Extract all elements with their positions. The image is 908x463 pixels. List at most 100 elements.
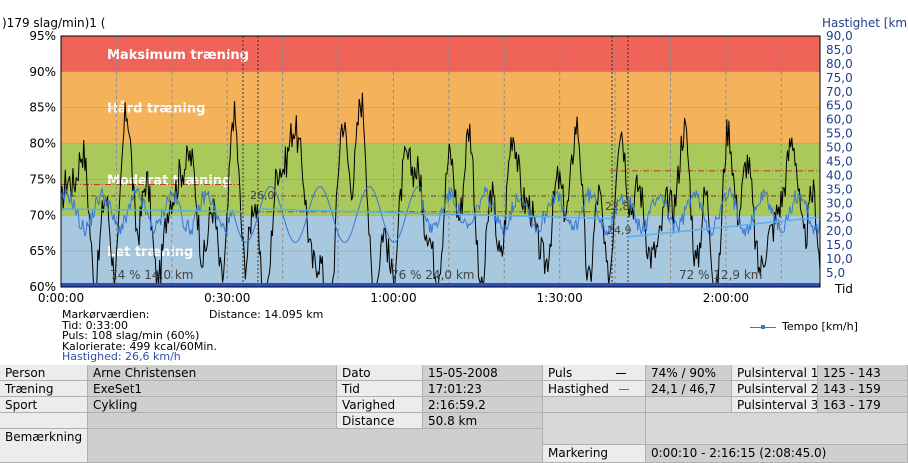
x-tick: 1:30:00: [537, 291, 583, 305]
segment-label-1: 76 % 24,0 km: [391, 268, 474, 282]
marker-pulse: Puls: 108 slag/min (60%): [62, 329, 200, 342]
zone-label-2: Moderat træning: [107, 173, 231, 188]
pulse-label: Puls: [543, 365, 646, 381]
x-tick: 0:30:00: [204, 291, 250, 305]
distance-label: Distance: [337, 413, 423, 429]
speed-value: 24,1 / 46,7: [646, 381, 732, 397]
y-left-tick: 85%: [29, 101, 56, 115]
blank-label: [0, 413, 88, 429]
y-right-tick: 45,0: [826, 155, 853, 169]
y-right-tick: 10,0: [826, 252, 853, 266]
speed-label-2: 24,9: [607, 224, 632, 237]
training-value[interactable]: ExeSet1: [88, 381, 337, 397]
y-right-tick: 75,0: [826, 71, 853, 85]
y-right-tick: 70,0: [826, 85, 853, 99]
time-label: Tid: [337, 381, 423, 397]
sport-label: Sport: [0, 397, 88, 413]
speed-label-1: 22,8: [605, 200, 630, 213]
duration-value: 2:16:59.2: [423, 397, 543, 413]
marking-value: 0:00:10 - 2:16:15 (2:08:45.0): [646, 445, 908, 463]
session-info-table: Person Arne Christensen Træning ExeSet1 …: [0, 365, 908, 463]
y-left-tick: 90%: [29, 65, 56, 79]
marker-calories: Kalorierate: 499 kcal/60Min.: [62, 340, 217, 353]
y-right-tick: 90,0: [826, 29, 853, 43]
marker-distance: Distance: 14.095 km: [209, 308, 324, 321]
tempo-legend-icon: [750, 324, 776, 329]
y-right-axis-label: Hastighet [km: [822, 16, 907, 30]
x-tick: 0:00:00: [38, 291, 84, 305]
marker-speed: Hastighed: 26,6 km/h: [62, 350, 181, 363]
marker-time: Tid: 0:33:00: [62, 319, 129, 332]
chart-legend: Tempo [km/h]: [750, 320, 858, 333]
blank-cell-1: [543, 397, 646, 413]
interval3-label: Pulsinterval 3: [732, 397, 818, 413]
y-left-tick: 75%: [29, 172, 56, 186]
speed-line-icon: [618, 389, 629, 390]
interval2-value: 143 - 159: [818, 381, 908, 397]
pulse-line-icon: [616, 373, 627, 374]
blank-cell-2: [646, 397, 732, 413]
time-value: 17:01:23: [423, 381, 543, 397]
person-value[interactable]: Arne Christensen: [88, 365, 337, 381]
legend-label: Tempo [km/h]: [782, 320, 858, 333]
y-right-tick: 80,0: [826, 57, 853, 71]
speed-label-0: 26,0: [250, 189, 275, 202]
zone-band-0: [61, 36, 820, 72]
marker-title: Markørværdien:: [62, 308, 150, 321]
blank-value: [88, 413, 337, 429]
y-right-tick: 35,0: [826, 182, 853, 196]
blank-cell-3: [543, 413, 646, 445]
chart-title: )179 slag/min)1 (: [2, 16, 105, 30]
y-right-tick: 25,0: [826, 210, 853, 224]
interval2-label: Pulsinterval 2: [732, 381, 818, 397]
y-right-tick: 40,0: [826, 168, 853, 182]
y-left-tick: 80%: [29, 137, 56, 151]
speed-line: [60, 186, 821, 243]
y-right-tick: 60,0: [826, 113, 853, 127]
x-tick: 2:00:00: [703, 291, 749, 305]
y-right-tick: 20,0: [826, 224, 853, 238]
remark-label: Bemærkning: [0, 429, 88, 463]
y-right-tick: 50,0: [826, 141, 853, 155]
y-left-tick: 60%: [29, 280, 56, 294]
distance-value: 50.8 km: [423, 413, 543, 429]
remark-value[interactable]: [88, 429, 543, 463]
marking-label: Markering: [543, 445, 646, 463]
pulse-label-text: Puls: [548, 366, 573, 380]
zone-label-1: Hård træning: [107, 102, 205, 117]
person-label: Person: [0, 365, 88, 381]
y-left-tick: 65%: [29, 244, 56, 258]
x-axis-label: Tid: [834, 282, 853, 296]
zone-label-3: Let træning: [107, 245, 193, 260]
avg-speed-line-2: [627, 216, 821, 238]
avg-speed-line-0: [60, 208, 244, 213]
y-right-tick: 15,0: [826, 238, 853, 252]
heart-rate-chart[interactable]: Maksimum træning Hård træning Moderat træn…: [0, 0, 908, 365]
avg-speed-line-1: [257, 208, 613, 220]
y-right-tick: 65,0: [826, 99, 853, 113]
x-tick: 1:00:00: [370, 291, 416, 305]
interval1-value: 125 - 143: [818, 365, 908, 381]
interval3-value: 163 - 179: [818, 397, 908, 413]
pulse-value: 74% / 90%: [646, 365, 732, 381]
y-right-tick: 5,0: [826, 266, 845, 280]
plot-border: [60, 35, 821, 288]
speed-label-text: Hastighed: [548, 382, 609, 396]
sport-value[interactable]: Cykling: [88, 397, 337, 413]
y-right-tick: 85,0: [826, 43, 853, 57]
selection-bar: [61, 283, 820, 287]
segment-label-2: 72 % 12,9 km: [679, 268, 762, 282]
y-left-tick: 70%: [29, 208, 56, 222]
y-right-tick: 55,0: [826, 127, 853, 141]
y-left-tick: 95%: [29, 29, 56, 43]
duration-label: Varighed: [337, 397, 423, 413]
segment-label-0: 74 % 14,0 km: [110, 268, 193, 282]
blank-cell-4: [646, 413, 908, 445]
date-value: 15-05-2008: [423, 365, 543, 381]
speed-label: Hastighed: [543, 381, 646, 397]
date-label: Dato: [337, 365, 423, 381]
heart-rate-line: [60, 92, 821, 287]
zone-label-0: Maksimum træning: [107, 48, 249, 63]
interval1-label: Pulsinterval 1: [732, 365, 818, 381]
chart-svg[interactable]: Maksimum træning Hård træning Moderat træn…: [0, 0, 908, 305]
